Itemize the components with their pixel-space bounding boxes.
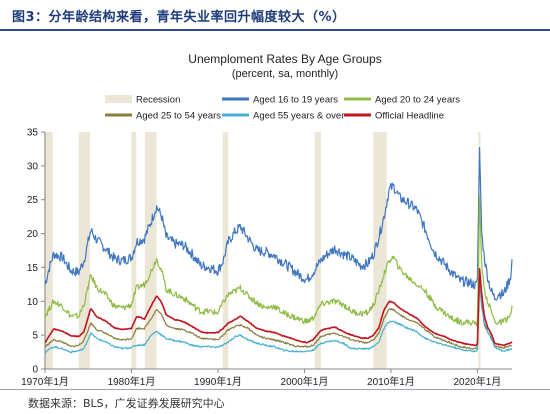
legend-label: Official Headline <box>375 111 444 122</box>
y-tick-label: 35 <box>27 128 39 139</box>
legend-swatch-recession <box>105 95 132 103</box>
x-tick-label: 1990年1月 <box>194 375 242 388</box>
figure-footer: 数据来源：BLS，广发证券发展研究中心 <box>0 389 550 414</box>
x-tick-label: 2010年1月 <box>367 375 415 388</box>
series-line-2 <box>44 281 513 350</box>
recession-bar-7 <box>478 132 481 369</box>
chart-title: Unemploment Rates By Age Groups <box>188 52 381 66</box>
chart-subtitle: (percent, sa, monthly) <box>232 68 338 80</box>
recession-bar-0 <box>44 132 53 369</box>
legend-label: Aged 55 years & over <box>253 111 344 122</box>
x-tick-label: 2020年1月 <box>454 375 502 388</box>
series-line-0 <box>44 146 513 301</box>
figure-header: 图3：分年龄结构来看，青年失业率回升幅度较大（%） <box>0 0 550 31</box>
recession-bar-3 <box>144 132 157 369</box>
legend-item-0: Recession <box>105 95 180 106</box>
chart-axes: 0 5 10 15 20 25 30 35 1970年1月 1980年1月 1990年1月 2000年… <box>21 128 512 388</box>
y-tick-label: 30 <box>27 161 39 172</box>
legend-label: Aged 25 to 54 years <box>136 111 221 122</box>
recession-bar-5 <box>314 132 321 369</box>
series-line-1 <box>44 195 513 327</box>
legend-label: Recession <box>136 95 180 106</box>
y-tick-label: 5 <box>32 331 38 342</box>
series-line-3 <box>44 276 513 354</box>
recession-bar-1 <box>78 132 90 369</box>
x-tick-label: 1980年1月 <box>108 375 156 388</box>
legend-item-4: Aged 55 years & over <box>222 111 344 122</box>
legend-item-2: Aged 20 to 24 years <box>344 95 460 106</box>
y-tick-label: 15 <box>27 263 39 274</box>
figure-title: 图3：分年龄结构来看，青年失业率回升幅度较大（%） <box>12 10 346 25</box>
legend-item-5: Official Headline <box>344 111 444 122</box>
y-tick-label: 0 <box>32 365 38 376</box>
legend-label: Aged 16 to 19 years <box>253 95 338 106</box>
legend-item-1: Aged 16 to 19 years <box>222 95 338 106</box>
y-tick-label: 10 <box>27 297 39 308</box>
y-tick-label: 25 <box>27 195 39 206</box>
series-line-4 <box>44 267 513 347</box>
figure-source: 数据来源：BLS，广发证券发展研究中心 <box>28 397 225 410</box>
unemployment-line-chart: Unemploment Rates By Age Groups (percent… <box>21 52 513 388</box>
x-tick-label: 2000年1月 <box>281 375 329 388</box>
legend-item-3: Aged 25 to 54 years <box>105 111 221 122</box>
x-tick-label: 1970年1月 <box>21 375 69 388</box>
chart-series <box>44 146 513 354</box>
recession-bar-6 <box>373 132 387 369</box>
y-tick-label: 20 <box>27 229 39 240</box>
legend-label: Aged 20 to 24 years <box>375 95 460 106</box>
chart-legend: Recession Aged 16 to 19 years Aged 20 to 2… <box>105 95 460 122</box>
